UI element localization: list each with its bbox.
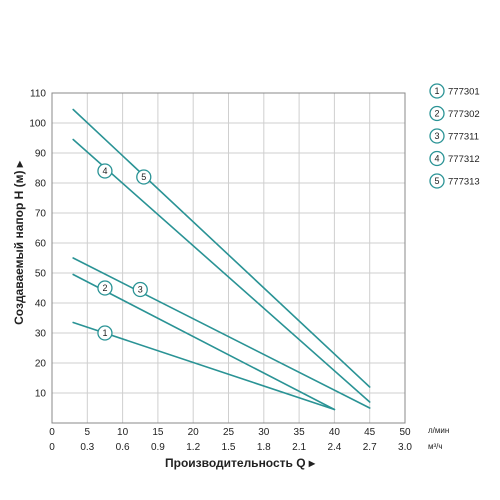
legend: 1 777301 2 777302 3 777311 4 777312 5 777313 <box>429 83 480 189</box>
x-axis-ticks-secondary: 0 0.3 0.6 0.9 1.2 1.5 1.8 2.1 2.4 2.7 3.0 <box>49 442 412 453</box>
series-badge-number: 4 <box>102 166 107 176</box>
series-badge-circle <box>136 169 152 185</box>
legend-badge-number: 3 <box>434 131 439 141</box>
legend-badge-number: 5 <box>434 176 439 186</box>
legend-label: 777311 <box>448 132 479 143</box>
legend-item-3: 3 777311 <box>429 128 479 144</box>
y-tick-label: 40 <box>35 299 47 310</box>
x-tick-label-primary: 45 <box>364 427 376 438</box>
series-line-2 <box>72 273 336 411</box>
x-tick-label-secondary: 0.3 <box>80 442 94 453</box>
x-tick-label-primary: 50 <box>399 427 411 438</box>
y-axis-ticks: 10 20 30 40 50 60 70 80 90 100 110 <box>29 89 46 400</box>
series-badge-5: 5 <box>136 169 152 185</box>
legend-badge-circle <box>429 150 445 167</box>
x-axis-title: Производительность Q ▸ <box>165 456 316 470</box>
series-badge-3: 3 <box>132 281 148 298</box>
x-tick-label-secondary: 1.8 <box>257 442 271 453</box>
x-unit-secondary: м³/ч <box>428 442 443 451</box>
y-tick-label: 100 <box>29 119 46 130</box>
x-tick-label-secondary: 2.4 <box>327 442 341 453</box>
legend-label: 777301 <box>448 87 480 98</box>
x-tick-label-primary: 20 <box>188 427 200 438</box>
legend-badge-circle <box>429 105 445 122</box>
x-tick-label-primary: 35 <box>294 427 306 438</box>
series-badge-4: 4 <box>97 163 113 179</box>
y-tick-label: 90 <box>35 149 47 160</box>
y-tick-label: 60 <box>35 239 47 250</box>
legend-label: 777302 <box>448 109 480 120</box>
series-badge-number: 3 <box>138 285 143 295</box>
x-tick-label-secondary: 2.1 <box>292 442 306 453</box>
series-badges: 1 2 3 4 5 <box>97 163 152 341</box>
legend-label: 777312 <box>448 154 480 165</box>
x-tick-label-secondary: 3.0 <box>398 442 412 453</box>
legend-badge-circle <box>429 173 445 189</box>
y-tick-label: 110 <box>30 89 46 100</box>
legend-item-1: 1 777301 <box>429 83 480 99</box>
x-tick-label-primary: 30 <box>258 427 270 438</box>
y-tick-label: 10 <box>35 389 47 400</box>
plot-frame <box>51 92 406 424</box>
y-tick-label: 80 <box>35 179 47 190</box>
y-tick-label: 20 <box>35 359 47 370</box>
legend-badge-number: 1 <box>434 86 439 96</box>
series-badge-1: 1 <box>97 325 113 341</box>
x-tick-label-secondary: 1.5 <box>222 442 236 453</box>
series-line-1 <box>72 321 336 411</box>
x-tick-label-secondary: 2.7 <box>363 442 377 453</box>
series-line-3 <box>72 257 371 409</box>
legend-item-2: 2 777302 <box>429 105 480 122</box>
series-badge-circle <box>132 281 148 298</box>
series-lines <box>72 108 371 411</box>
x-tick-label-primary: 5 <box>85 427 91 438</box>
legend-badge-number: 4 <box>434 154 439 164</box>
x-tick-label-primary: 25 <box>223 427 235 438</box>
legend-item-5: 5 777313 <box>429 173 480 189</box>
series-badge-circle <box>97 280 113 296</box>
y-axis-title: Создаваемый напор H (м) ▸ <box>12 160 26 325</box>
x-tick-label-primary: 15 <box>152 427 164 438</box>
x-tick-label-primary: 40 <box>329 427 341 438</box>
series-badge-number: 5 <box>141 172 146 182</box>
series-badge-number: 2 <box>102 283 107 293</box>
series-badge-circle <box>97 325 113 341</box>
x-tick-label-primary: 0 <box>49 427 55 438</box>
y-tick-label: 30 <box>35 329 47 340</box>
y-tick-label: 70 <box>35 209 47 220</box>
x-unit-primary: л/мин <box>428 426 449 435</box>
legend-badge-circle <box>429 83 445 99</box>
x-tick-label-secondary: 0 <box>49 442 55 453</box>
series-line-4 <box>72 138 371 403</box>
legend-item-4: 4 777312 <box>429 150 480 167</box>
x-tick-label-primary: 10 <box>117 427 129 438</box>
x-tick-label-secondary: 0.9 <box>151 442 165 453</box>
y-tick-label: 50 <box>35 269 47 280</box>
series-badge-circle <box>97 163 113 179</box>
x-tick-label-secondary: 0.6 <box>116 442 130 453</box>
series-line-5 <box>72 108 371 388</box>
series-badge-2: 2 <box>97 280 113 296</box>
series-badge-number: 1 <box>102 328 107 338</box>
x-axis-ticks-primary: 0 5 10 15 20 25 30 35 40 45 50 <box>49 427 411 438</box>
legend-badge-circle <box>429 128 445 144</box>
legend-label: 777313 <box>448 177 480 188</box>
legend-badge-number: 2 <box>434 109 439 119</box>
x-tick-label-secondary: 1.2 <box>186 442 200 453</box>
